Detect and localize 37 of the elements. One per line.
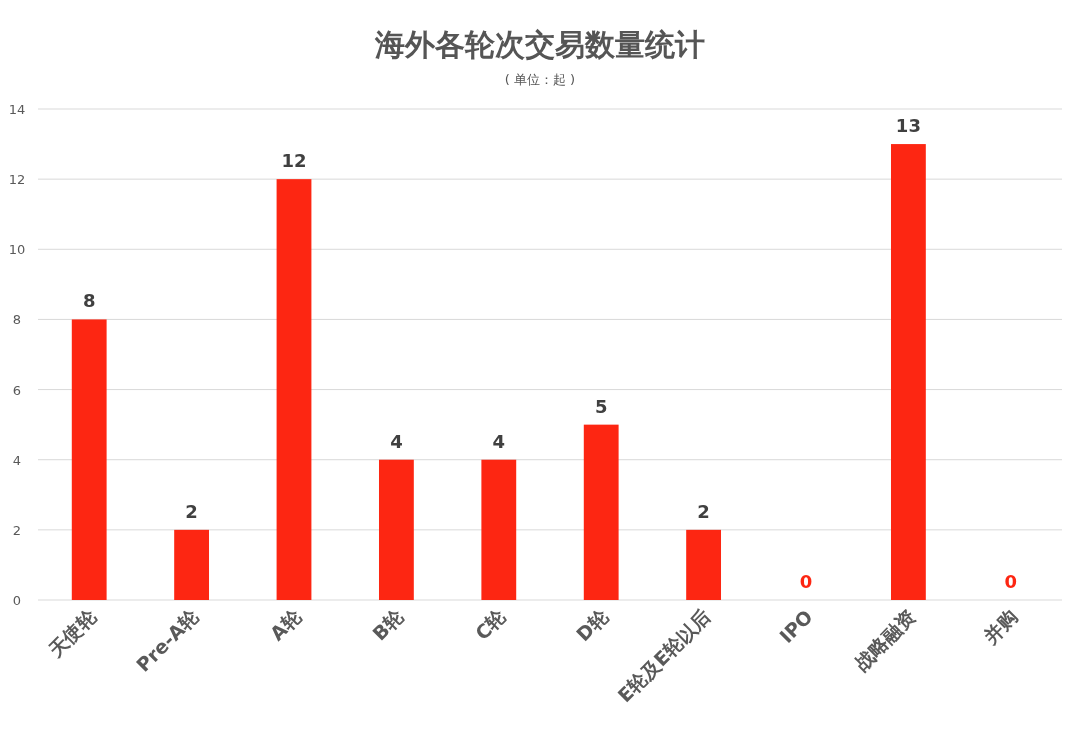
data-label: 0 — [799, 571, 813, 592]
y-tick-label: 0 — [12, 593, 22, 608]
x-tick-label: E轮及E轮以后 — [613, 605, 715, 707]
x-tick-label: 战略融资 — [849, 605, 920, 675]
bar — [481, 459, 517, 600]
bar — [174, 529, 210, 600]
data-label: 0 — [1004, 571, 1018, 592]
data-label: 4 — [492, 430, 506, 452]
y-tick-label: 14 — [8, 102, 26, 117]
y-tick-label: 2 — [12, 522, 22, 538]
x-tick-label: C轮 — [470, 604, 511, 645]
data-label: 4 — [390, 430, 403, 452]
chart-title: 海外各轮次交易数量统计 — [374, 27, 705, 62]
bar — [276, 179, 312, 600]
x-tick-label: A轮 — [265, 604, 306, 645]
data-label: 13 — [895, 115, 921, 137]
data-label: 8 — [82, 290, 96, 312]
x-tick-label: IPO — [775, 605, 817, 648]
x-tick-label: D轮 — [571, 604, 613, 646]
x-tick-label: 并购 — [978, 605, 1022, 649]
y-tick-label: 12 — [8, 172, 26, 188]
bar — [378, 459, 414, 600]
bar — [583, 424, 619, 600]
x-tick-label: 天使轮 — [43, 604, 101, 662]
y-tick-label: 10 — [8, 242, 26, 258]
x-tick-label: B轮 — [368, 604, 408, 645]
y-tick-label: 6 — [12, 382, 22, 398]
data-label: 2 — [185, 500, 198, 522]
bar — [71, 319, 107, 600]
bar — [890, 144, 926, 600]
y-tick-label: 8 — [12, 312, 22, 328]
data-label: 2 — [697, 500, 710, 522]
bar — [686, 529, 722, 600]
data-label: 12 — [281, 150, 307, 172]
chart-subtitle: ( 单位：起 ) — [504, 72, 576, 87]
data-label: 5 — [594, 395, 608, 417]
y-tick-label: 4 — [12, 452, 22, 468]
